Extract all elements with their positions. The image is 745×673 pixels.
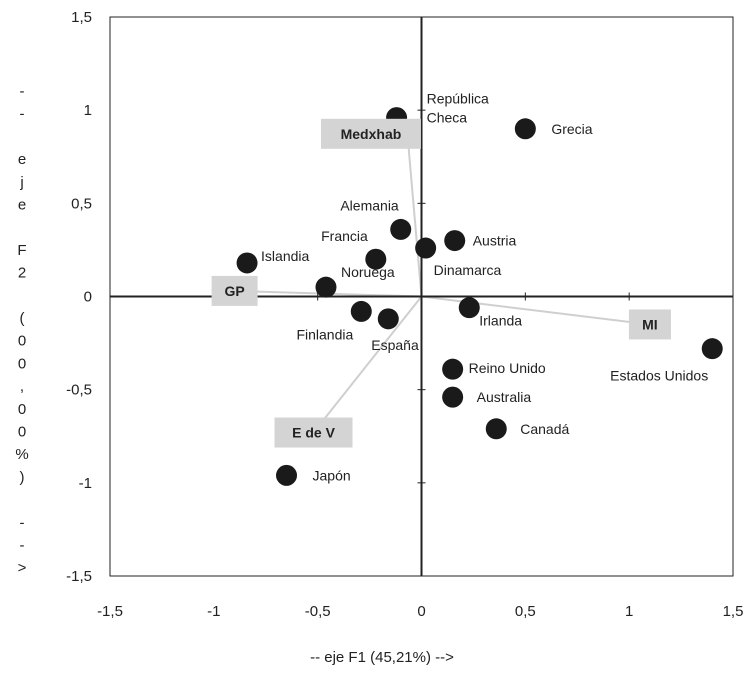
point-label: Noruega	[341, 264, 395, 280]
data-point	[236, 252, 258, 274]
y-tick-label: 0	[84, 289, 92, 306]
variable-vectors	[234, 128, 651, 434]
y-tick-label: -1,5	[66, 568, 92, 585]
tick-labels: -1,5 -1 -0,5 0 0,5 1 1,5 1,5 1 0,5 0 -0,5 -1 -1,5	[66, 9, 743, 620]
data-point	[485, 418, 507, 440]
point-label: Grecia	[551, 121, 592, 137]
point-label: Australia	[477, 389, 532, 405]
data-point	[444, 230, 466, 252]
y-tick-label: 1,5	[71, 9, 92, 26]
variable-vector	[405, 128, 423, 297]
data-point	[365, 248, 387, 270]
y-tick-label: -1	[79, 475, 92, 492]
axes	[109, 16, 734, 577]
point-label: Finlandia	[296, 326, 353, 342]
variable-label: Medxhab	[341, 126, 402, 142]
x-tick-label: -1	[207, 603, 220, 620]
variable-vector	[421, 295, 651, 326]
variable-label-box	[628, 309, 671, 340]
variable-label-box	[274, 417, 353, 448]
x-tick-label: 0,5	[515, 603, 536, 620]
data-point	[315, 276, 337, 298]
variable-label-box	[211, 275, 258, 306]
x-tick-label: 1,5	[723, 603, 744, 620]
point-label: España	[371, 337, 419, 353]
data-point	[442, 358, 464, 380]
point-label: Islandia	[261, 248, 309, 264]
point-label: Irlanda	[479, 313, 522, 329]
point-label: Japón	[313, 467, 351, 483]
data-point	[377, 308, 399, 330]
point-label: Canadá	[520, 421, 569, 437]
variable-label: MI	[642, 316, 658, 332]
variable-labels: Medxhab GP MI E de V	[211, 118, 671, 448]
data-point	[276, 464, 298, 486]
variable-label-box	[320, 118, 421, 149]
y-tick-label: 0,5	[71, 195, 92, 212]
data-point	[390, 218, 412, 240]
point-label: Austria	[473, 233, 517, 249]
x-tick-label: 0	[417, 603, 425, 620]
y-tick-label: 1	[84, 102, 92, 119]
point-label: Estados Unidos	[610, 368, 708, 384]
variable-label: GP	[224, 283, 244, 299]
data-points: República Checa Grecia Alemania Austria Franc…	[236, 91, 723, 486]
variable-label: E de V	[292, 425, 335, 441]
point-label: Dinamarca	[434, 262, 502, 278]
y-tick-label: -0,5	[66, 382, 92, 399]
y-axis-title: --e j e F 2(0 0, 0 0%) -->	[15, 83, 28, 577]
point-label: Alemania	[340, 197, 399, 213]
x-tick-label: -1,5	[97, 603, 123, 620]
data-point	[458, 297, 480, 319]
point-label: Reino Unido	[469, 360, 546, 376]
data-point	[350, 300, 372, 322]
data-point	[442, 386, 464, 408]
data-point	[701, 338, 723, 360]
point-label: Francia	[321, 228, 368, 244]
x-tick-label: 1	[625, 603, 633, 620]
data-point	[415, 237, 437, 259]
x-tick-label: -0,5	[305, 603, 331, 620]
x-axis-title: -- eje F1 (45,21%) -->	[310, 649, 454, 666]
variable-vector	[312, 295, 423, 434]
point-label: República Checa	[427, 91, 489, 126]
data-point	[514, 118, 536, 140]
